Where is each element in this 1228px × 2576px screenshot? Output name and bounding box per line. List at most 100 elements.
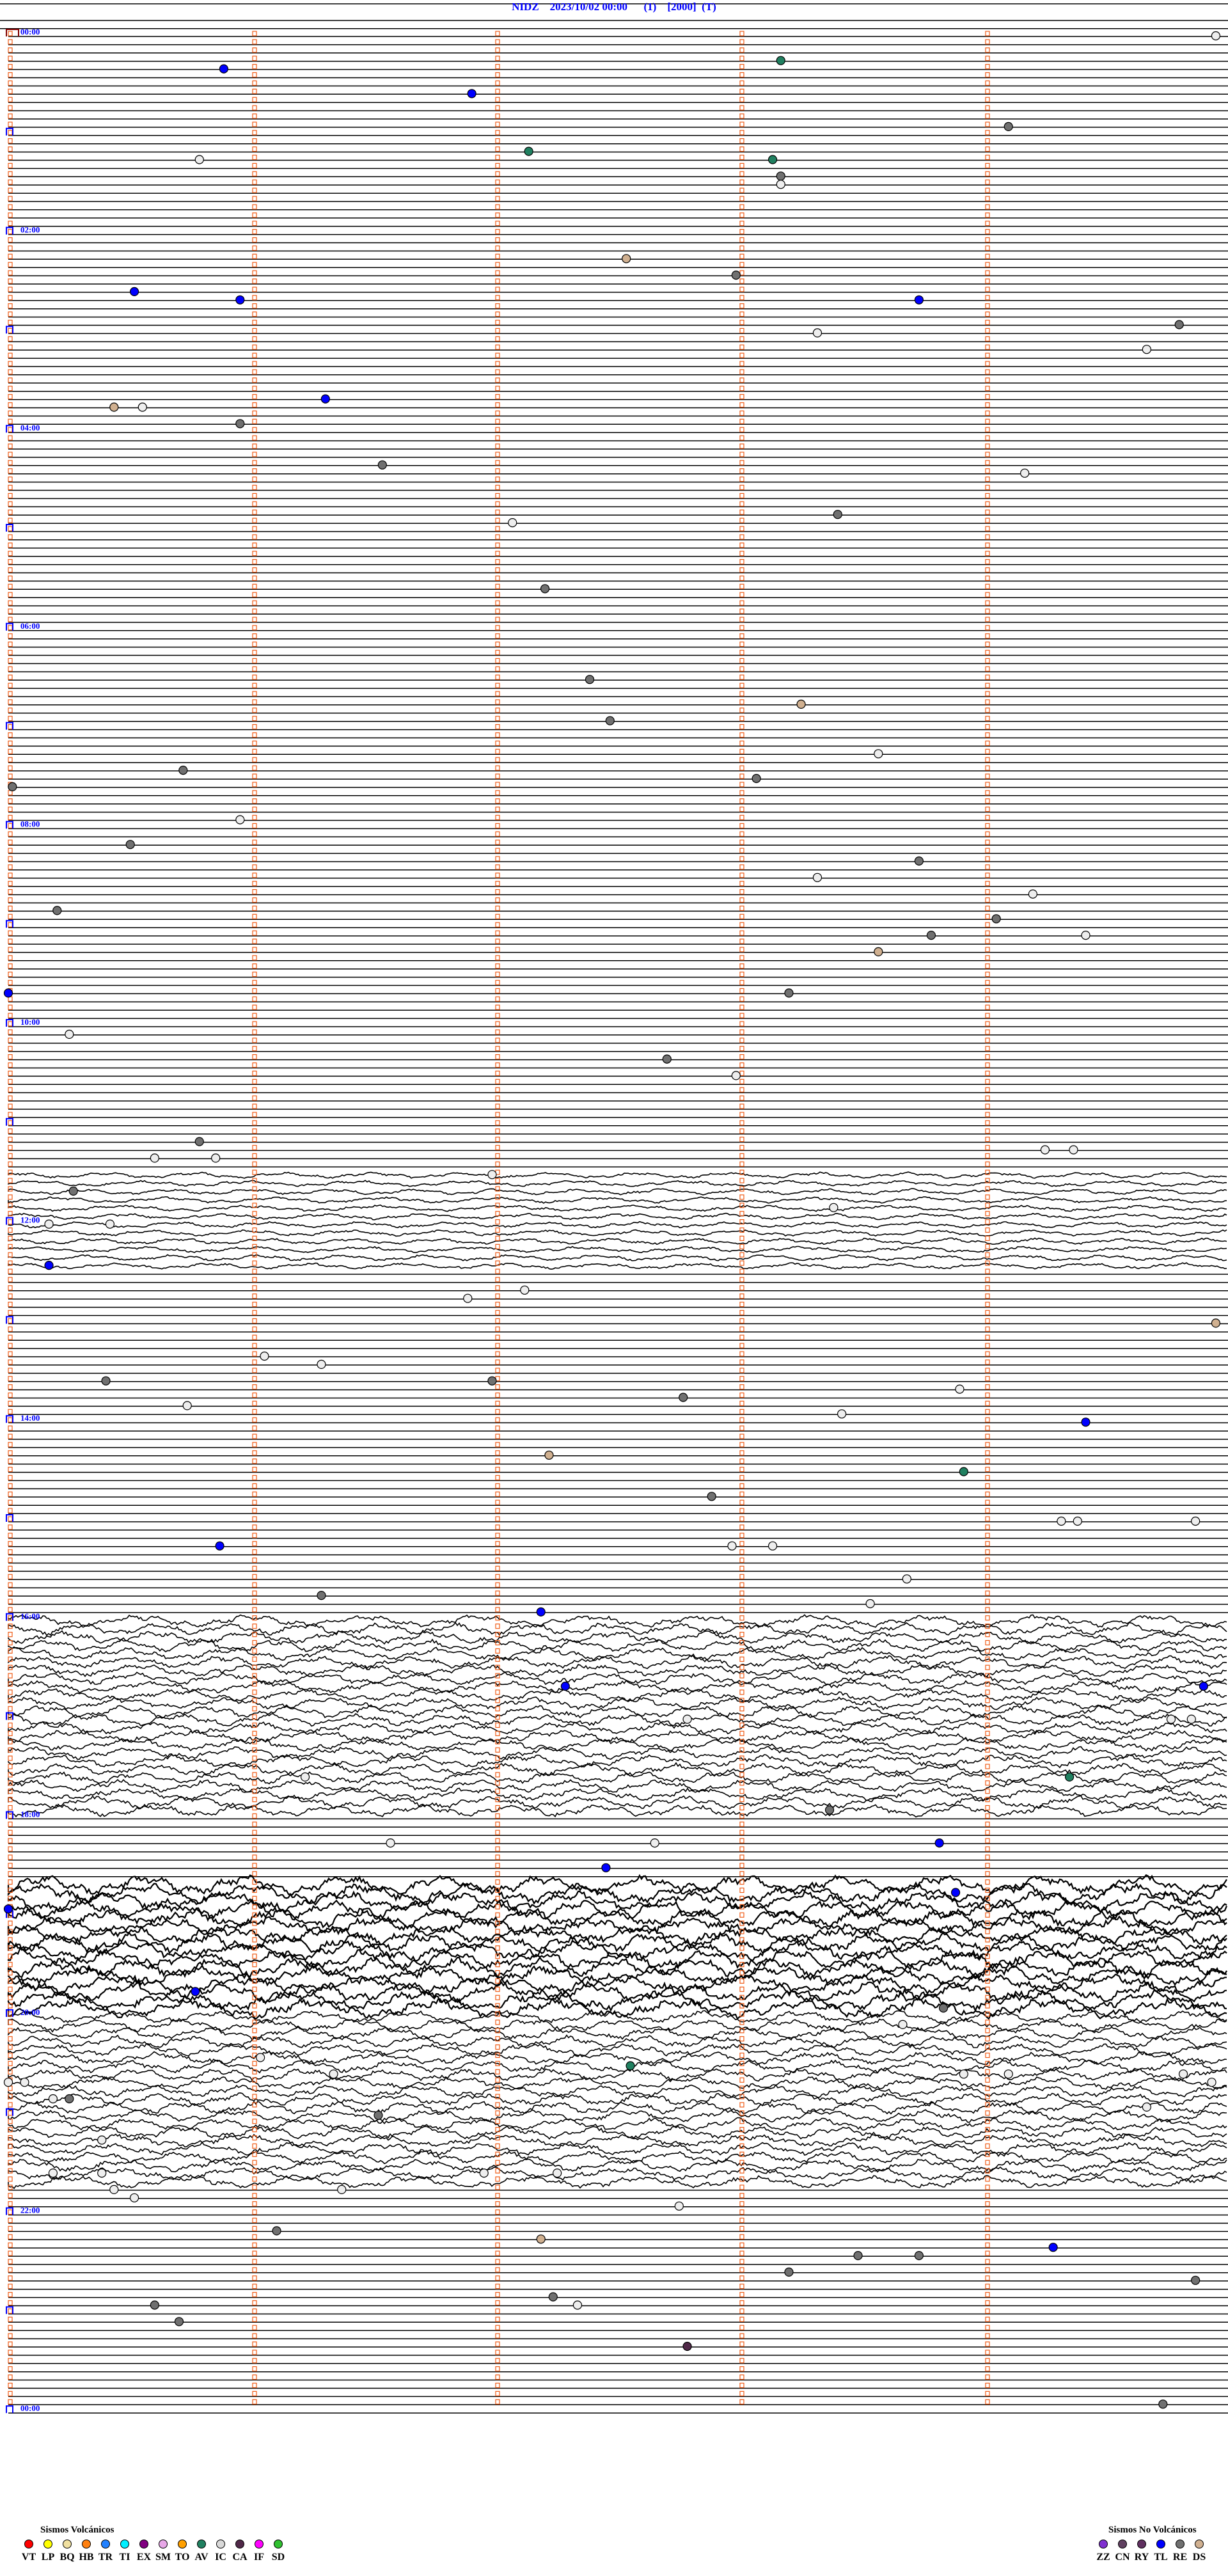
- minute-marker: [252, 1277, 257, 1283]
- minute-marker: [739, 979, 744, 986]
- minute-marker: [8, 162, 13, 168]
- event-marker-ic: [508, 518, 517, 528]
- minute-marker: [495, 963, 500, 969]
- minute-marker: [252, 814, 257, 821]
- minute-marker: [985, 2019, 990, 2025]
- minute-marker: [739, 592, 744, 597]
- event-marker-ic: [1057, 1516, 1066, 1526]
- minute-marker: [739, 2151, 744, 2157]
- event-marker-ic: [194, 155, 204, 164]
- minute-marker: [252, 996, 257, 1002]
- minute-marker: [495, 253, 500, 259]
- event-marker-ds: [544, 1450, 554, 1460]
- minute-marker: [739, 2168, 744, 2174]
- minute-marker: [8, 2308, 13, 2314]
- minute-marker: [495, 1656, 500, 1662]
- minute-marker: [739, 583, 744, 589]
- minute-marker: [252, 683, 257, 688]
- trace-line: [8, 1771, 1227, 1785]
- minute-marker: [8, 1557, 13, 1563]
- minute-marker: [739, 1178, 744, 1183]
- trace-line: [8, 1221, 1227, 1229]
- minute-marker: [739, 418, 744, 424]
- minute-marker: [495, 1128, 500, 1134]
- minute-marker: [495, 1318, 500, 1324]
- minute-marker: [495, 2011, 500, 2017]
- minute-marker: [739, 196, 744, 201]
- event-marker-tl: [536, 1607, 546, 1616]
- minute-marker: [985, 897, 990, 903]
- minute-marker: [985, 1244, 990, 1249]
- minute-marker: [8, 666, 13, 672]
- trace-line: [8, 1229, 1227, 1237]
- trace-line: [7, 1931, 1227, 1955]
- minute-marker: [495, 1087, 500, 1093]
- minute-marker: [739, 452, 744, 457]
- minute-marker: [495, 344, 500, 350]
- minute-marker: [252, 1755, 257, 1761]
- minute-marker: [739, 1351, 744, 1357]
- minute-marker: [739, 1227, 744, 1233]
- minute-marker: [8, 303, 13, 309]
- minute-marker: [8, 1978, 13, 1984]
- minute-marker: [8, 1079, 13, 1084]
- event-marker-ic: [1004, 2069, 1013, 2079]
- minute-marker: [495, 732, 500, 738]
- minute-marker: [495, 2358, 500, 2364]
- minute-marker: [8, 1854, 13, 1860]
- event-marker-tl: [3, 1904, 13, 1914]
- minute-marker: [985, 748, 990, 754]
- minute-marker: [495, 1689, 500, 1695]
- minute-marker: [495, 1920, 500, 1926]
- minute-marker: [495, 1474, 500, 1481]
- minute-marker: [739, 2019, 744, 2025]
- minute-marker: [985, 881, 990, 887]
- minute-marker: [8, 641, 13, 647]
- minute-marker: [8, 526, 13, 532]
- minute-marker: [8, 947, 13, 952]
- minute-marker: [739, 63, 744, 70]
- minute-marker: [739, 1714, 744, 1720]
- minute-marker: [985, 361, 990, 367]
- minute-marker: [8, 361, 13, 367]
- minute-marker: [985, 113, 990, 119]
- minute-marker: [739, 1203, 744, 1208]
- minute-marker: [985, 905, 990, 912]
- legend-label-hb: HB: [79, 2552, 94, 2563]
- minute-marker: [739, 608, 744, 614]
- trace-line: [8, 1778, 1227, 1793]
- minute-marker: [495, 740, 500, 747]
- legend-label-vt: VT: [21, 2552, 36, 2563]
- minute-marker: [495, 1070, 500, 1077]
- minute-marker: [739, 889, 744, 895]
- minute-marker: [252, 1467, 257, 1473]
- minute-marker: [985, 922, 990, 928]
- minute-marker: [739, 782, 744, 787]
- minute-marker: [739, 2333, 744, 2339]
- minute-marker: [252, 1186, 257, 1192]
- minute-marker: [495, 1574, 500, 1579]
- minute-marker: [252, 1995, 257, 2000]
- minute-marker: [252, 526, 257, 532]
- minute-marker: [8, 2284, 13, 2289]
- minute-marker: [8, 1895, 13, 1901]
- minute-marker: [252, 1178, 257, 1183]
- minute-marker: [739, 1219, 744, 1225]
- hour-marker: [6, 326, 13, 334]
- minute-marker: [495, 237, 500, 243]
- minute-marker: [8, 1186, 13, 1192]
- minute-marker: [985, 2358, 990, 2364]
- minute-marker: [985, 732, 990, 738]
- minute-marker: [739, 1533, 744, 1538]
- minute-marker: [739, 2375, 744, 2380]
- legend-dot-ca: [235, 2540, 244, 2548]
- minute-marker: [739, 1648, 744, 1654]
- trace-line: [8, 1254, 1227, 1261]
- hour-label: 14:00: [20, 1413, 40, 1423]
- legend-dot-sm: [159, 2540, 168, 2548]
- minute-marker: [495, 649, 500, 656]
- event-marker-tl: [320, 394, 330, 404]
- minute-marker: [495, 402, 500, 408]
- minute-marker: [739, 723, 744, 730]
- event-marker-ic: [182, 1401, 192, 1410]
